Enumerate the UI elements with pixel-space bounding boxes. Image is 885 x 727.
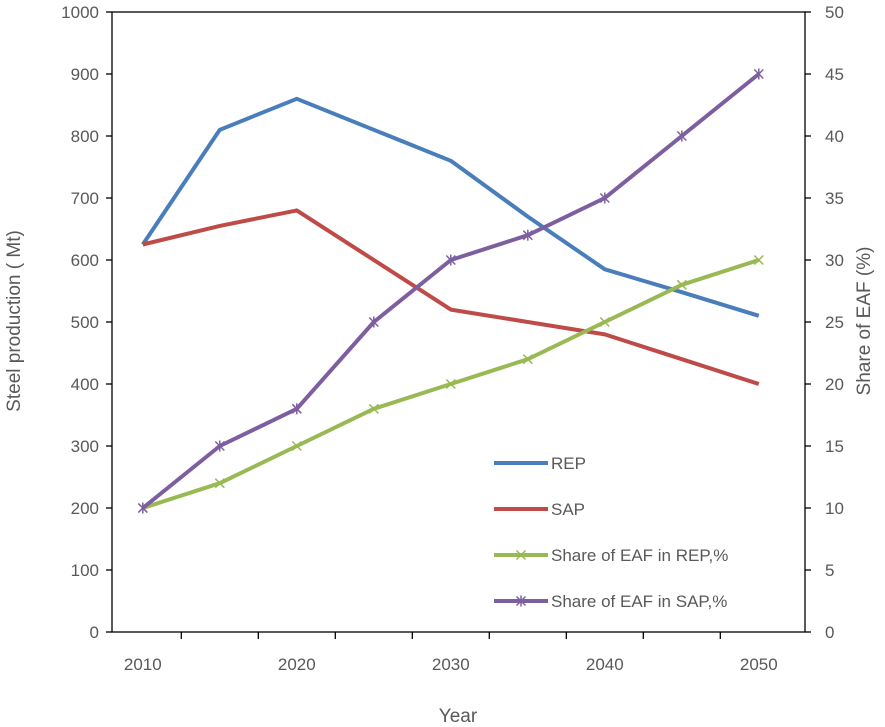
plot-frame: [111, 11, 806, 633]
y2-tick-label: 25: [825, 313, 844, 332]
y-tick-label: 700: [71, 189, 99, 208]
x-tick-label: 2040: [586, 655, 624, 674]
y2-tick-label: 20: [825, 375, 844, 394]
legend-label: REP: [551, 454, 586, 473]
series-4: [137, 68, 764, 514]
data-point: [368, 316, 379, 328]
y-tick-label: 600: [71, 251, 99, 270]
y2-axis-title: Share of EAF (%): [854, 247, 875, 396]
series-2: [142, 208, 760, 386]
y-tick-label: 100: [71, 561, 99, 580]
y-tick-label: 500: [71, 313, 99, 332]
data-point: [214, 440, 225, 452]
data-point: [445, 378, 456, 390]
data-point: [522, 229, 533, 241]
series-layer: [137, 68, 764, 514]
axes: 0 100 200 300 400 500 600 700 800 900 1000 0 5 10 15 20…: [61, 3, 844, 674]
data-point: [676, 279, 687, 290]
legend-entry: REP: [494, 454, 586, 473]
y-tick-label: 300: [71, 437, 99, 456]
data-point: [515, 595, 527, 607]
data-point: [599, 316, 610, 328]
series-1: [141, 96, 760, 318]
legend-label: Share of EAF in REP,%: [551, 546, 728, 565]
y2-tick-label: 35: [825, 189, 844, 208]
y2-tick-label: 50: [825, 3, 844, 22]
legend-label: Share of EAF in SAP,%: [551, 592, 727, 611]
data-point: [291, 440, 302, 452]
y-tick-label: 900: [71, 65, 99, 84]
data-point: [445, 254, 456, 266]
y-tick-label: 800: [71, 127, 99, 146]
data-point: [214, 478, 225, 489]
data-point: [753, 68, 764, 80]
y2-tick-label: 40: [825, 127, 844, 146]
y-axis-title: Steel production ( Mt): [4, 230, 25, 412]
series-line: [141, 96, 760, 318]
legend: REP SAP Share of EAF in REP,% Share of EAF …: [494, 454, 728, 611]
y2-tick-label: 15: [825, 437, 844, 456]
data-point: [515, 549, 527, 561]
legend-entry: SAP: [494, 500, 585, 519]
y2-tick-label: 10: [825, 499, 844, 518]
data-point: [676, 130, 687, 142]
series-line: [142, 208, 760, 386]
y-tick-label: 1000: [61, 3, 99, 22]
series-3: [137, 254, 764, 514]
x-tick-label: 2050: [740, 655, 778, 674]
y2-tick-label: 0: [825, 623, 834, 642]
data-point: [137, 502, 148, 514]
data-point: [368, 403, 379, 414]
y-tick-label: 0: [90, 623, 99, 642]
data-point: [599, 192, 610, 204]
y2-tick-label: 30: [825, 251, 844, 270]
x-tick-label: 2010: [124, 655, 162, 674]
x-axis-title: Year: [439, 706, 478, 727]
data-point: [291, 403, 302, 415]
legend-entry: Share of EAF in REP,%: [494, 546, 728, 565]
legend-label: SAP: [551, 500, 585, 519]
y-tick-label: 400: [71, 375, 99, 394]
legend-entry: Share of EAF in SAP,%: [494, 592, 727, 611]
data-point: [522, 354, 533, 365]
x-tick-label: 2020: [278, 655, 316, 674]
y2-tick-label: 5: [825, 561, 834, 580]
x-tick-label: 2030: [432, 655, 470, 674]
y-tick-label: 200: [71, 499, 99, 518]
y2-tick-label: 45: [825, 65, 844, 84]
data-point: [753, 254, 764, 266]
